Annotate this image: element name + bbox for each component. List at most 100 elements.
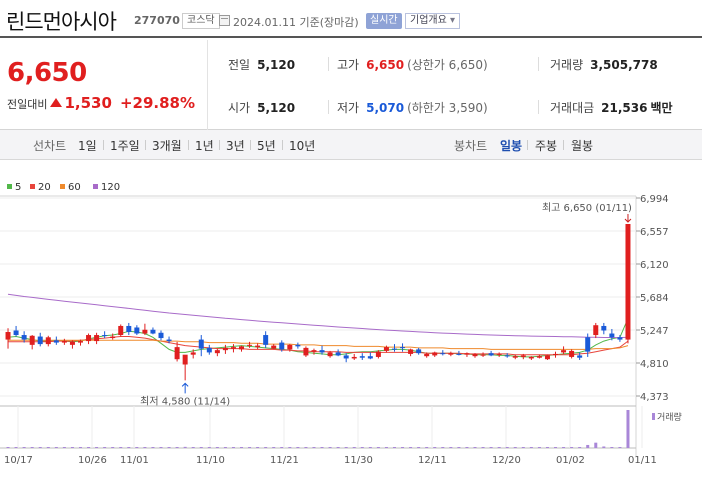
candle-body xyxy=(480,354,486,356)
x-tick-label: 11/10 xyxy=(196,455,225,466)
candle-body xyxy=(37,336,43,345)
candle-body xyxy=(335,352,341,356)
tab-1y[interactable]: 1년 xyxy=(195,139,214,153)
candle-body xyxy=(593,325,599,336)
tab-3y[interactable]: 3년 xyxy=(226,139,245,153)
tab-1w[interactable]: 1주일 xyxy=(110,139,140,153)
candle-body xyxy=(585,337,591,352)
candle-body xyxy=(512,356,518,358)
tab-weekly[interactable]: 주봉 xyxy=(535,139,558,153)
volume-bar xyxy=(70,447,74,448)
y-tick-label: 5,684 xyxy=(640,293,669,304)
candle-body xyxy=(126,325,132,333)
volume-bar xyxy=(481,447,485,448)
candle-body xyxy=(464,353,470,355)
tab-divider xyxy=(219,140,220,150)
legend-swatch xyxy=(60,184,65,189)
tab-divider xyxy=(282,140,283,150)
legend-ma20: 20 xyxy=(30,182,51,193)
volume-bar xyxy=(513,447,517,448)
change-label: 전일대비 xyxy=(7,98,48,111)
volume-bar xyxy=(248,447,252,448)
low-label: 저가 xyxy=(337,101,360,115)
stock-name: 린드먼아시아 xyxy=(6,10,117,34)
volume-bar xyxy=(328,447,332,448)
legend-swatch xyxy=(30,184,35,189)
candle-body xyxy=(61,341,67,343)
volume-bar xyxy=(119,447,123,448)
y-tick-label: 4,373 xyxy=(640,392,669,403)
volume-bar xyxy=(151,447,155,448)
volume-bar xyxy=(215,447,219,448)
candle-body xyxy=(528,356,534,359)
volume-bar xyxy=(264,447,268,448)
tab-daily[interactable]: 일봉 xyxy=(500,139,523,153)
candle-body xyxy=(263,335,269,345)
tab-3m[interactable]: 3개월 xyxy=(152,139,182,153)
volume-bar xyxy=(465,447,469,448)
volume-bar xyxy=(376,447,380,448)
realtime-button[interactable]: 실시간 xyxy=(366,13,402,29)
volume-label: 거래량 xyxy=(550,58,584,72)
low-value: 5,070 xyxy=(366,101,405,115)
candle-body xyxy=(375,351,381,357)
volume-bar xyxy=(360,447,364,448)
volume-bar xyxy=(231,447,235,448)
tab-monthly[interactable]: 월봉 xyxy=(571,139,594,153)
candlestick-chart[interactable]: 6,994 6,557 6,120 5,684 5,247 4,810 4,373 10/1… xyxy=(0,186,702,486)
tab-5y[interactable]: 5년 xyxy=(257,139,276,153)
low-cell: 저가 5,070 (하한가 3,590) xyxy=(337,99,488,116)
candle-body xyxy=(118,325,124,336)
volume-bar xyxy=(240,447,244,448)
x-tick-label: 01/02 xyxy=(556,455,585,466)
candle-body xyxy=(94,335,100,342)
legend-swatch xyxy=(7,184,12,189)
volume-bar xyxy=(127,447,131,448)
volume-bar xyxy=(54,447,58,448)
volume-legend-label: 거래량 xyxy=(657,411,682,423)
y-tick-label: 6,120 xyxy=(640,260,669,271)
y-tick-label: 4,810 xyxy=(640,359,669,370)
tab-10y[interactable]: 10년 xyxy=(289,139,316,153)
candle-body xyxy=(432,352,438,356)
y-tick-label: 6,557 xyxy=(640,227,669,238)
open-value: 5,120 xyxy=(257,101,296,115)
amount-unit: 백만 xyxy=(650,101,673,115)
volume-legend-swatch xyxy=(652,413,655,420)
volume-bar xyxy=(618,447,622,448)
tab-divider xyxy=(527,140,528,150)
volume-bar xyxy=(38,447,42,448)
ma-line-60 xyxy=(8,339,629,350)
candle-body xyxy=(247,344,253,346)
candle-body xyxy=(601,325,607,331)
volume-bar xyxy=(409,447,413,448)
candle-body xyxy=(102,335,108,337)
candle-body xyxy=(21,335,27,340)
volume-bar xyxy=(473,447,477,448)
candle-body xyxy=(255,345,261,348)
volume-bar xyxy=(594,442,598,448)
candle-body xyxy=(343,355,349,359)
volume-bar xyxy=(280,447,284,448)
prev-close-label: 전일 xyxy=(228,58,251,72)
tab-divider xyxy=(563,140,564,150)
company-overview-button[interactable]: 기업개요 ▾ xyxy=(405,13,461,29)
volume-bar xyxy=(62,447,66,448)
candle-body xyxy=(424,353,430,357)
high-cell: 고가 6,650 (상한가 6,650) xyxy=(337,56,488,73)
legend-ma60: 60 xyxy=(60,182,81,193)
x-tick-label: 11/01 xyxy=(120,455,149,466)
candle-body xyxy=(29,335,35,345)
tab-divider xyxy=(188,140,189,150)
candle-body xyxy=(158,332,164,339)
stock-code: 277070 xyxy=(134,14,180,27)
volume-bar xyxy=(103,447,107,448)
volume-bar xyxy=(30,447,34,448)
candle-body xyxy=(359,356,365,358)
tab-1d[interactable]: 1일 xyxy=(78,139,97,153)
volume-bar xyxy=(256,447,260,448)
volume-bar xyxy=(175,447,179,448)
candle-body xyxy=(609,333,615,338)
candle-body xyxy=(569,350,575,357)
volume-bar xyxy=(602,446,606,448)
